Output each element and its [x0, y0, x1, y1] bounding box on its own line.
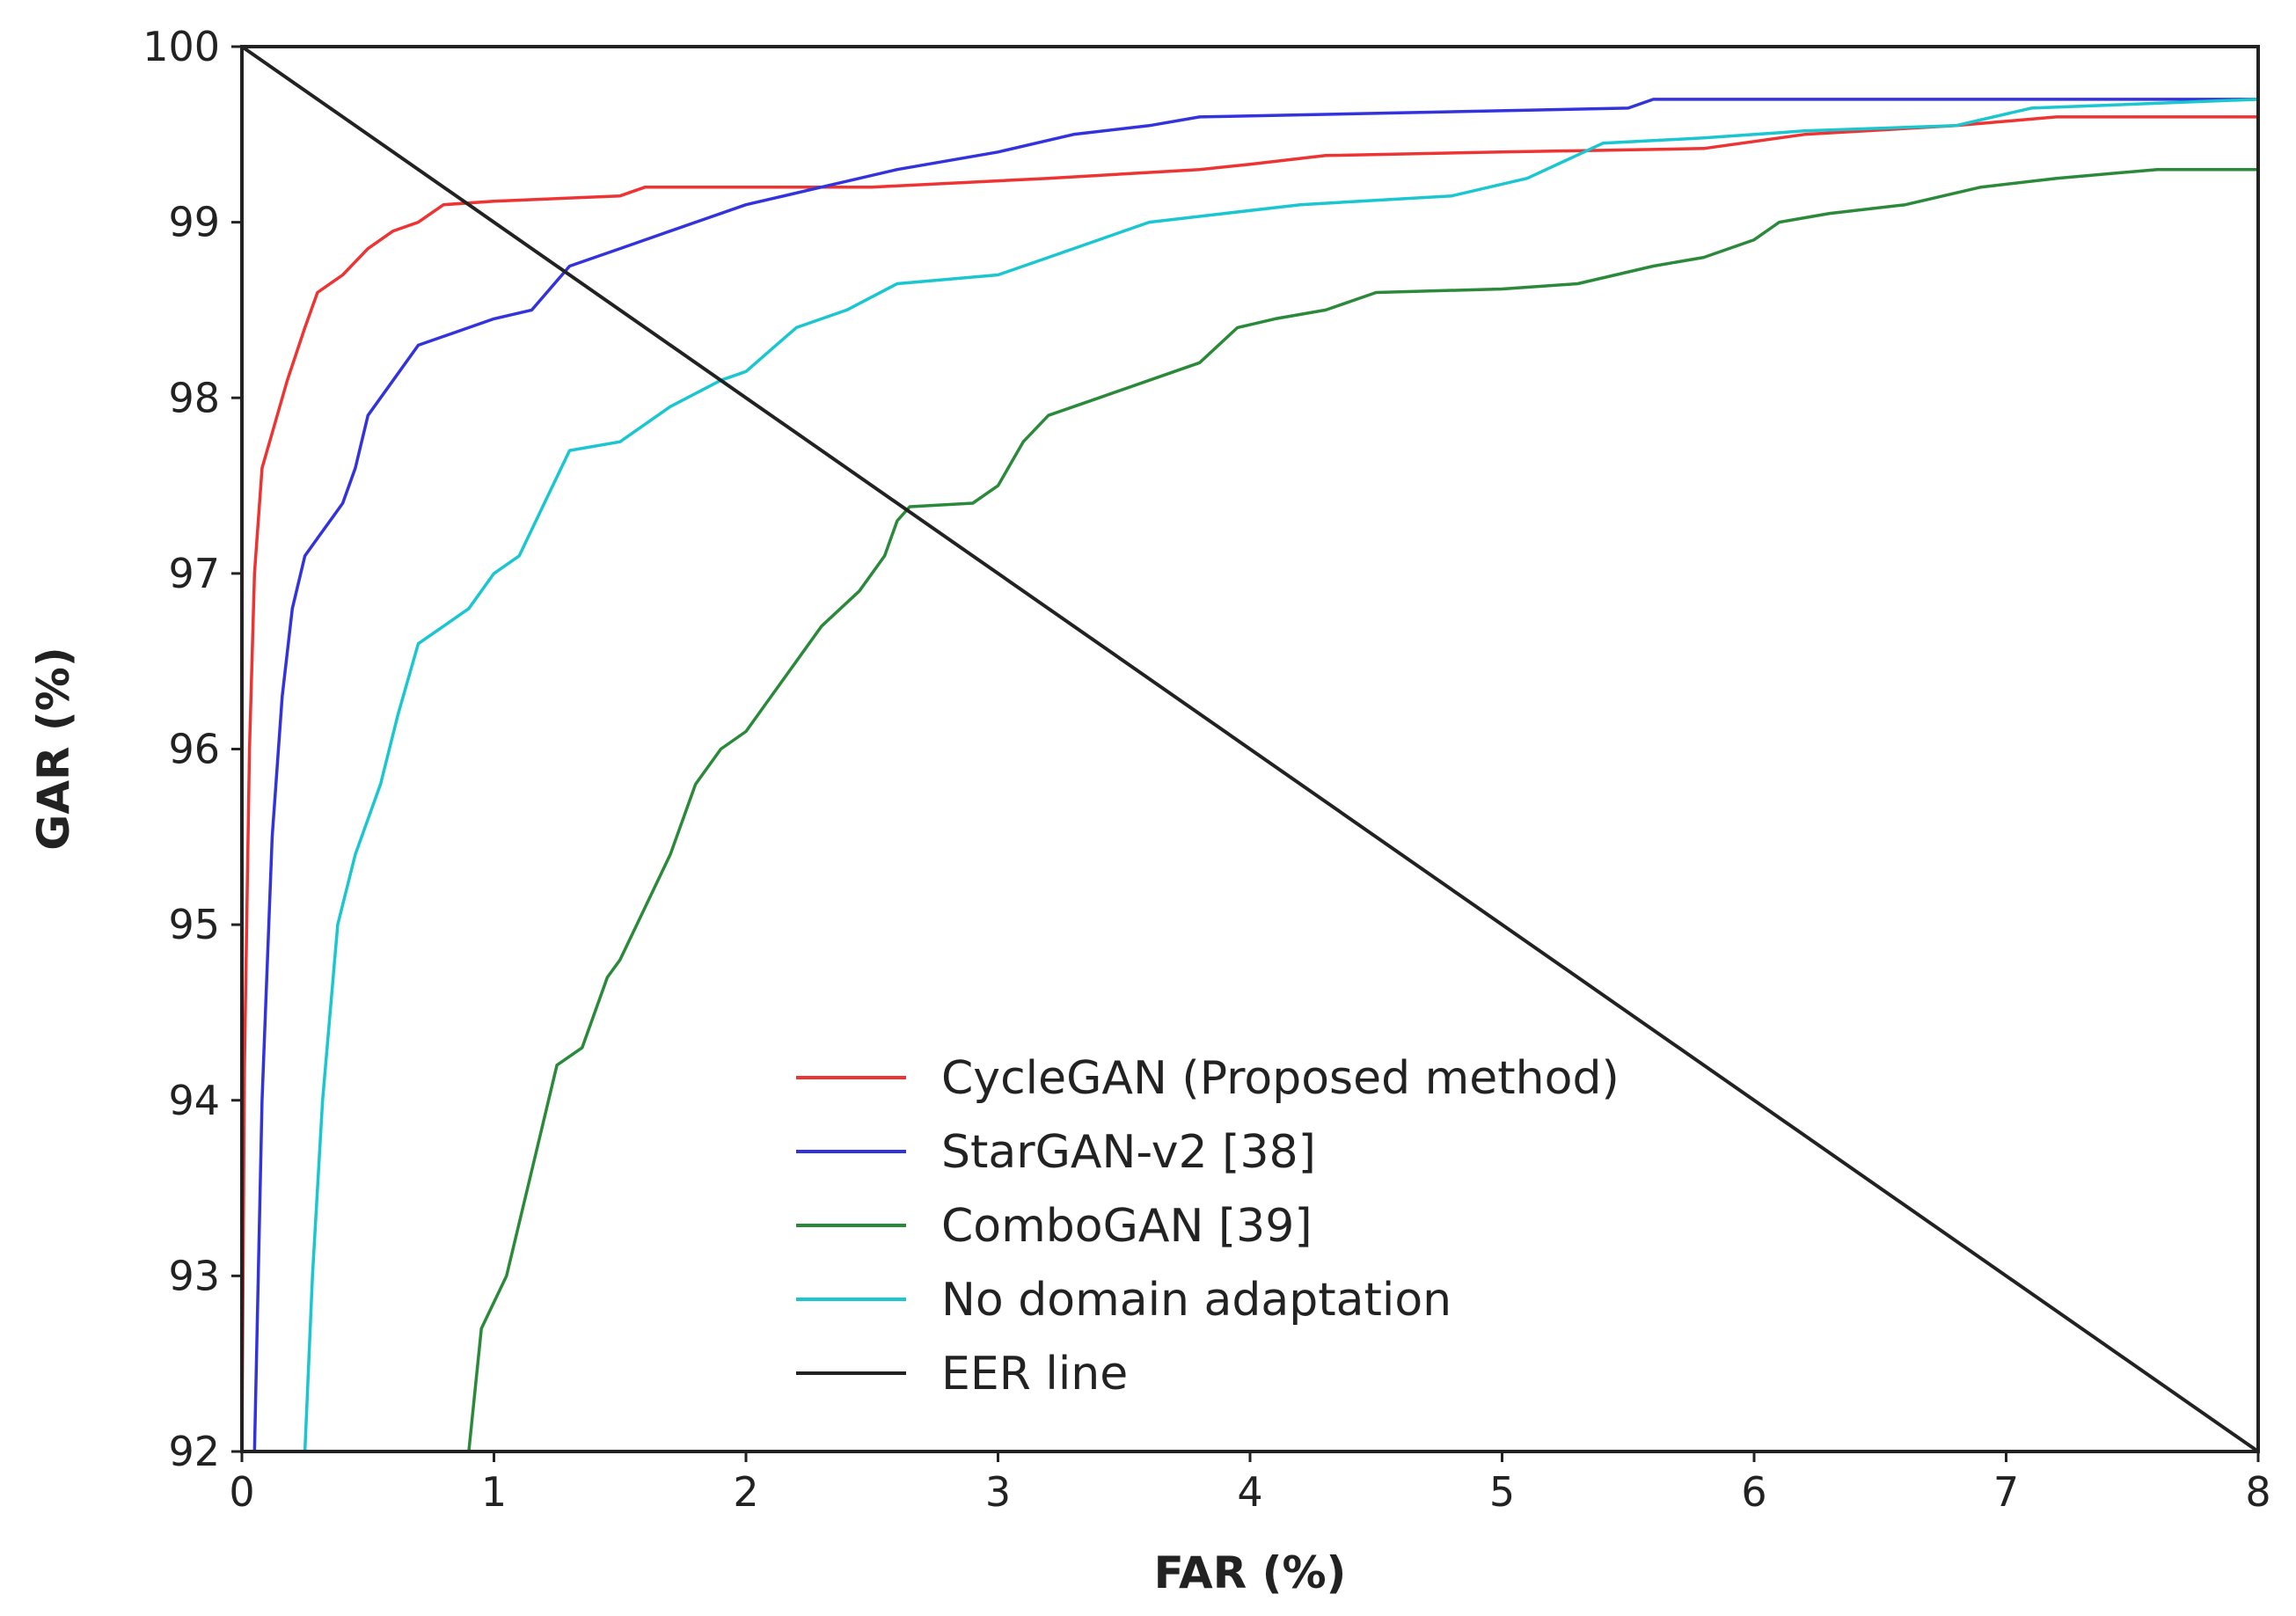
- x-tick-label: 0: [229, 1468, 254, 1516]
- series-line-eer-line: [240, 45, 2260, 1453]
- legend-label-cyclegan-proposed-method: CycleGAN (Proposed method): [941, 1052, 1620, 1105]
- series-line-combogan-39: [467, 167, 2260, 1453]
- y-tick-label: 94: [168, 1077, 220, 1124]
- y-tick-label: 96: [168, 726, 220, 773]
- x-tick-label: 3: [985, 1468, 1011, 1516]
- y-tick-label: 100: [143, 23, 220, 70]
- series-layer: [240, 45, 2260, 1453]
- y-tick-label: 99: [168, 199, 220, 246]
- y-tick-label: 93: [168, 1252, 220, 1299]
- series-line-stargan-v2-38: [252, 98, 2260, 1453]
- x-tick-label: 5: [1489, 1468, 1515, 1516]
- y-tick-label: 98: [168, 374, 220, 421]
- y-tick-label: 92: [168, 1428, 220, 1475]
- y-tick-label: 97: [168, 550, 220, 597]
- x-tick-label: 8: [2245, 1468, 2270, 1516]
- x-axis-label: FAR (%): [1154, 1547, 1347, 1598]
- x-tick-label: 7: [1993, 1468, 2019, 1516]
- legend: CycleGAN (Proposed method) StarGAN-v2 [38…: [796, 1052, 1620, 1400]
- x-tick-label: 1: [481, 1468, 507, 1516]
- x-tick-label: 4: [1237, 1468, 1262, 1516]
- legend-label-combogan-39: ComboGAN [39]: [941, 1200, 1313, 1253]
- legend-label-stargan-v2-38: StarGAN-v2 [38]: [941, 1126, 1316, 1179]
- y-axis-label: GAR (%): [28, 647, 79, 850]
- y-tick-label: 95: [168, 901, 220, 948]
- y-axis-ticks: 92 93 94 95 96 97 98 99 100: [143, 23, 242, 1475]
- x-axis-ticks: 0 1 2 3 4 5 6 7 8: [229, 1451, 2271, 1516]
- legend-label-eer-line: EER line: [941, 1348, 1128, 1400]
- x-tick-label: 6: [1741, 1468, 1766, 1516]
- x-tick-label: 2: [733, 1468, 758, 1516]
- legend-label-no-domain-adaptation: No domain adaptation: [941, 1274, 1451, 1327]
- series-line-no-domain-adaptation: [303, 98, 2260, 1453]
